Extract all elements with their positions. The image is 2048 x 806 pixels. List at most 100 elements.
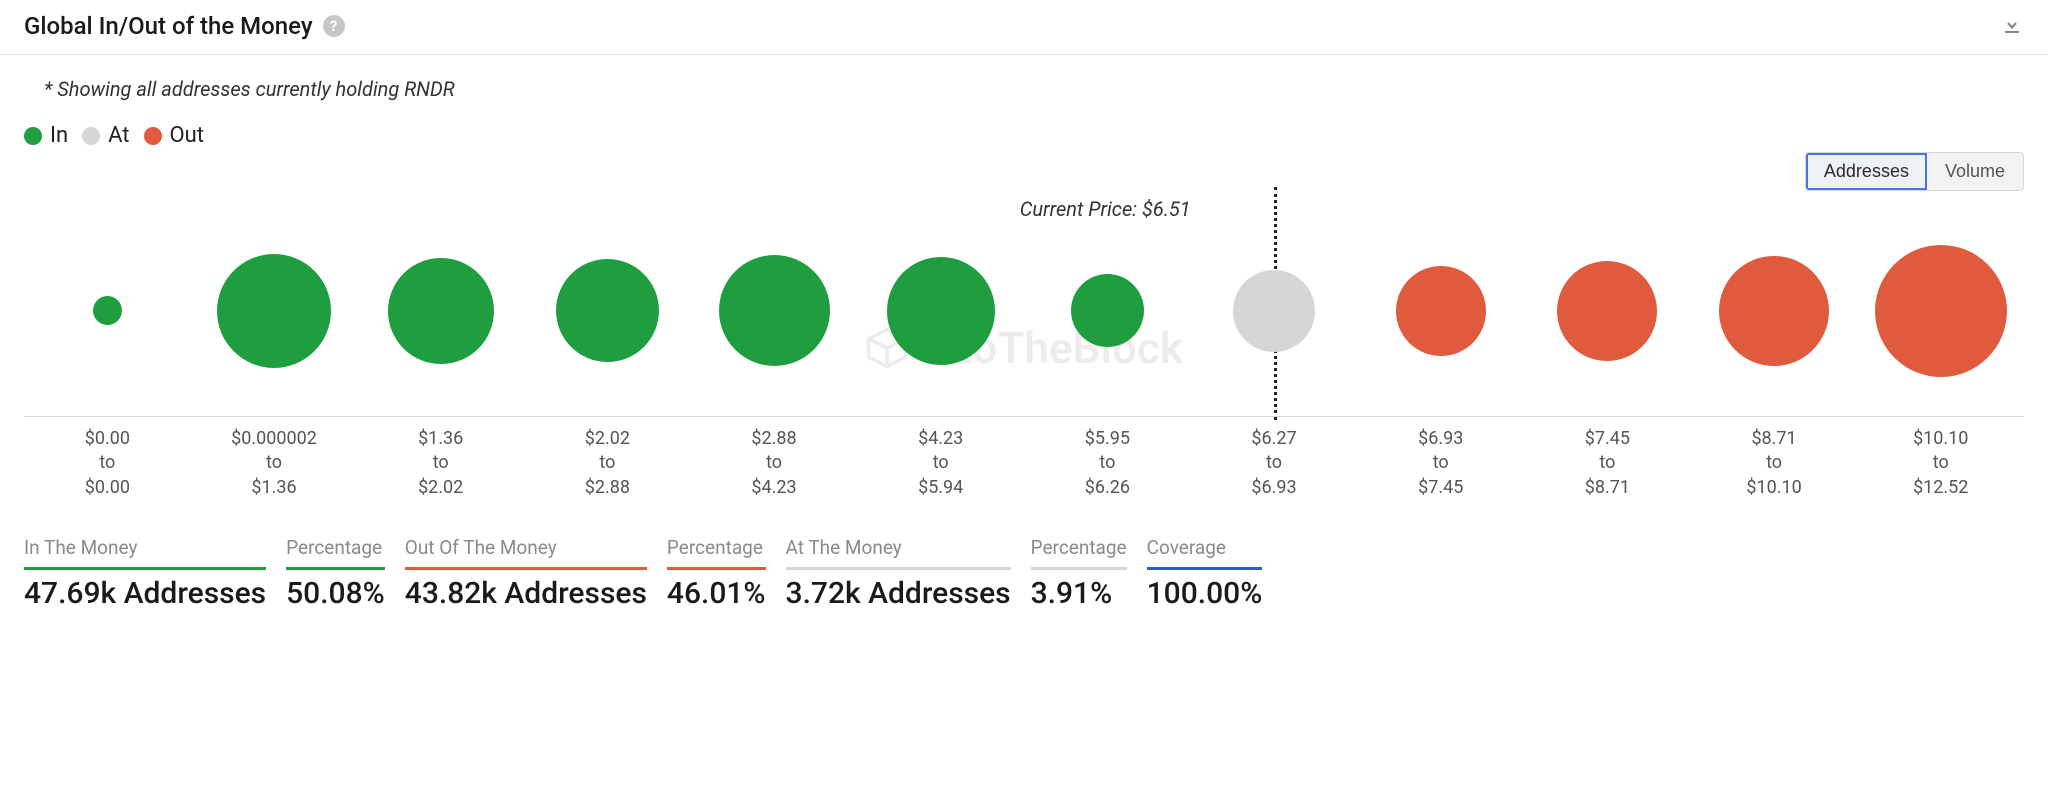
bubble-out [1396,266,1486,356]
bubble-cell[interactable] [1857,227,2024,394]
bucket-to: $7.45 [1357,476,1524,500]
bucket-from: $2.88 [691,427,858,451]
bubble-cell[interactable] [24,227,191,394]
panel-title: Global In/Out of the Money [24,12,313,40]
bucket-to-word: to [24,451,191,475]
bubble-out [1719,256,1829,366]
bubble-in [217,254,331,368]
stat-label: Coverage [1147,536,1263,570]
bucket-label: $8.71to$10.10 [1691,427,1858,500]
toggle-volume[interactable]: Volume [1927,153,2023,190]
legend-item-in[interactable]: In [24,123,68,148]
bucket-label: $6.93to$7.45 [1357,427,1524,500]
bubble-in [388,258,494,364]
bubble-cell[interactable] [1691,227,1858,394]
bubble-in [93,296,122,325]
bucket-to-word: to [1857,451,2024,475]
bubble-at [1233,270,1315,352]
bucket-label: $4.23to$5.94 [857,427,1024,500]
bucket-from: $5.95 [1024,427,1191,451]
bucket-label: $1.36to$2.02 [357,427,524,500]
stat-label: Percentage [1031,536,1127,570]
summary-stats: In The Money47.69k Addresses Percentage 50… [0,500,2048,627]
stat-label: Out Of The Money [405,536,647,570]
bucket-from: $10.10 [1857,427,2024,451]
bucket-to: $6.93 [1191,476,1358,500]
legend-label: Out [170,123,204,148]
bubble-cell[interactable] [691,227,858,394]
stat-label: Percentage [667,536,766,570]
bucket-to: $2.02 [357,476,524,500]
bubble-cell[interactable] [524,227,691,394]
bucket-label: $5.95to$6.26 [1024,427,1191,500]
bucket-label: $0.000002to$1.36 [191,427,358,500]
bucket-from: $0.00 [24,427,191,451]
bubble-cell[interactable] [857,227,1024,394]
bubble-out [1875,245,2007,377]
panel-header: Global In/Out of the Money ? [0,0,2048,55]
bucket-to-word: to [1357,451,1524,475]
legend-item-at[interactable]: At [82,123,129,148]
view-toggle: AddressesVolume [1805,152,2024,191]
bubble-cell[interactable] [1191,227,1358,394]
bucket-to: $5.94 [857,476,1024,500]
subtitle: * Showing all addresses currently holdin… [0,55,2048,101]
stat-block: In The Money47.69k Addresses [24,536,266,611]
legend-dot-icon [24,127,42,145]
stat-value: 50.08% [286,576,385,611]
bubble-out [1557,261,1657,361]
header-left: Global In/Out of the Money ? [24,12,345,40]
stat-label: Percentage [286,536,385,570]
bucket-from: $8.71 [1691,427,1858,451]
stat-label: In The Money [24,536,266,570]
stat-value: 46.01% [667,576,766,611]
bucket-label: $2.88to$4.23 [691,427,858,500]
download-icon[interactable] [2000,12,2024,40]
bucket-from: $2.02 [524,427,691,451]
bubble-in [887,257,995,365]
bubble-in [1071,274,1144,347]
stat-block: Coverage100.00% [1147,536,1263,611]
stat-value: 3.91% [1031,576,1127,611]
help-icon[interactable]: ? [323,15,345,37]
stat-block: Percentage 3.91% [1031,536,1127,611]
stat-label: At The Money [786,536,1011,570]
bucket-from: $4.23 [857,427,1024,451]
bubble-cell[interactable] [191,227,358,394]
bucket-to-word: to [1024,451,1191,475]
legend-item-out[interactable]: Out [144,123,204,148]
bucket-to: $4.23 [691,476,858,500]
bucket-label: $10.10to$12.52 [1857,427,2024,500]
stat-block: Out Of The Money 43.82k Addresses [405,536,647,611]
bucket-from: $7.45 [1524,427,1691,451]
bucket-labels-row: $0.00to$0.00$0.000002to$1.36$1.36to$2.02… [0,417,2048,500]
bucket-label: $7.45to$8.71 [1524,427,1691,500]
stat-block: Percentage 50.08% [286,536,385,611]
bubble-cell[interactable] [1524,227,1691,394]
toggle-addresses[interactable]: Addresses [1806,153,1927,190]
chart-area: Current Price: $6.51 IntoTheBlock [0,191,2048,417]
bubble-cell[interactable] [1024,227,1191,394]
legend-dot-icon [144,127,162,145]
bucket-to: $10.10 [1691,476,1858,500]
toggle-row: AddressesVolume [0,148,2048,191]
bubble-cell[interactable] [1357,227,1524,394]
bucket-to-word: to [524,451,691,475]
bucket-to: $2.88 [524,476,691,500]
bucket-from: $0.000002 [191,427,358,451]
bucket-to: $1.36 [191,476,358,500]
bucket-from: $6.27 [1191,427,1358,451]
stat-block: At The Money3.72k Addresses [786,536,1011,611]
bucket-from: $1.36 [357,427,524,451]
bubble-cell[interactable] [357,227,524,394]
bubble-in [719,255,830,366]
bucket-to-word: to [1524,451,1691,475]
stat-value: 43.82k Addresses [405,576,647,611]
bubble-in [556,259,659,362]
bucket-label: $2.02to$2.88 [524,427,691,500]
bucket-from: $6.93 [1357,427,1524,451]
bubble-row: IntoTheBlock [24,227,2024,417]
bucket-label: $6.27to$6.93 [1191,427,1358,500]
bucket-to: $12.52 [1857,476,2024,500]
bucket-to: $0.00 [24,476,191,500]
